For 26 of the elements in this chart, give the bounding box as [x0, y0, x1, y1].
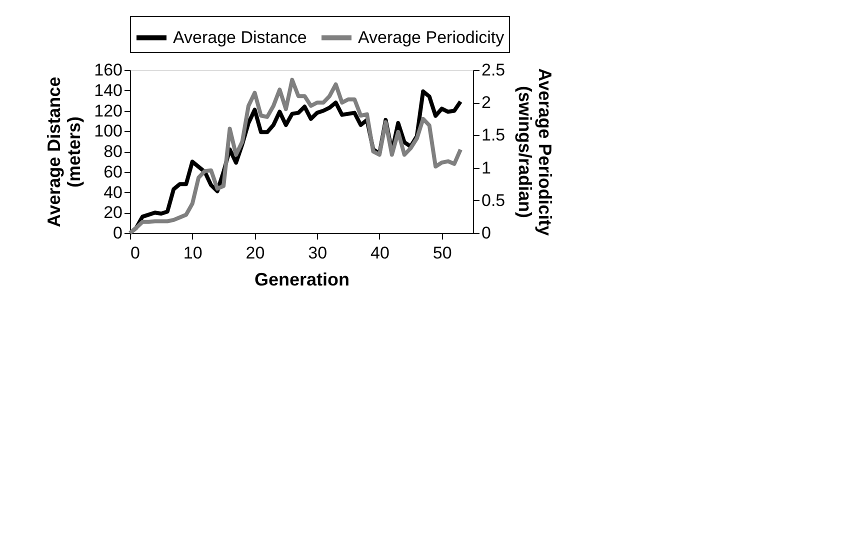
y-tick-label: 140 — [94, 80, 122, 100]
x-tick-label: 40 — [370, 244, 390, 262]
y-tick-label: 60 — [104, 162, 122, 182]
x-tick-label: 50 — [432, 244, 452, 262]
y2-tick-label: 2 — [482, 93, 491, 112]
legend-label: Average Distance — [173, 28, 307, 47]
y-tick-label: 0 — [113, 224, 122, 242]
y-tick-label: 20 — [104, 203, 122, 222]
y-tick-label: 80 — [104, 142, 122, 161]
x-tick-label: 10 — [183, 244, 202, 262]
y-tick-label: 40 — [104, 182, 122, 202]
y-tick-label: 120 — [94, 101, 122, 120]
y2-axis-title: Average Periodicity (swings/radian) — [515, 68, 556, 236]
y-axis-title: Average Distance (meters) — [44, 76, 84, 228]
y-tick-label: 100 — [94, 122, 122, 141]
y2-tick-label: 0.5 — [482, 190, 506, 210]
x-axis-title: Generation — [254, 270, 350, 290]
x-tick-label: 20 — [246, 244, 265, 262]
y2-tick-label: 1 — [482, 158, 491, 178]
legend-label: Average Periodicity — [358, 28, 505, 47]
y2-tick-label: 2.5 — [482, 60, 506, 80]
y2-tick-label: 0 — [482, 224, 491, 242]
y-tick-label: 160 — [94, 60, 122, 80]
y2-tick-label: 1.5 — [482, 126, 506, 145]
x-tick-label: 30 — [308, 244, 328, 262]
x-tick-label: 0 — [130, 244, 140, 262]
